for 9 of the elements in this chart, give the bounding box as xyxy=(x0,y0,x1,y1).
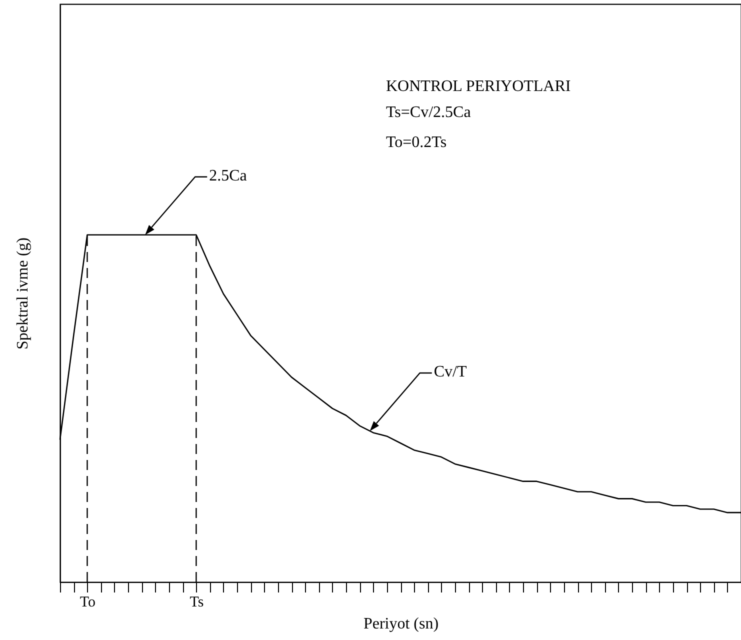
text: KONTROL PERIYOTLARI xyxy=(386,78,571,95)
text: 2.5Ca xyxy=(209,168,247,185)
x-tick-label: To xyxy=(80,594,96,610)
text: Ts=Cv/2.5Ca xyxy=(386,104,471,121)
text: To=0.2Ts xyxy=(386,134,447,151)
y-axis-title: Spektral ivme (g) xyxy=(14,238,32,350)
x-tick-label: Ts xyxy=(190,594,204,610)
annotation: Cv/T xyxy=(434,364,467,381)
x-axis-title: Periyot (sn) xyxy=(363,616,439,632)
